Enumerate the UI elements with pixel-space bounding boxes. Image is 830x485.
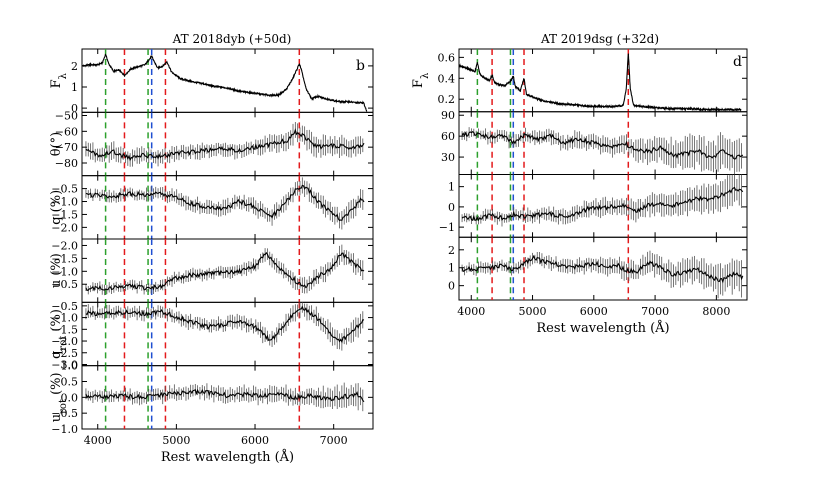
x-tick-label: 6000 — [580, 305, 608, 318]
panel-data — [85, 302, 365, 366]
y-axis-label-q: q (%) — [49, 190, 64, 225]
x-tick-label: 4000 — [84, 434, 112, 447]
chart-right: AT 2019dsg (+32d) 0.20.40.6Fλ306090−1010… — [411, 32, 748, 336]
y-tick-label: −1.0 — [51, 196, 78, 209]
y-axis-label-u: u (%) — [49, 253, 64, 288]
y-tick-label: −1.0 — [51, 265, 78, 278]
y-tick-label: 2 — [71, 60, 78, 73]
y-tick-label: 0.5 — [61, 376, 79, 389]
x-tick-label: 5000 — [519, 305, 547, 318]
y-tick-label: −0.5 — [51, 278, 78, 291]
error-bars — [461, 250, 742, 299]
y-tick-label: −2.0 — [51, 239, 78, 252]
panel-frame — [458, 236, 748, 301]
error-bars — [461, 127, 742, 175]
x-axis-label: Rest wavelength (Å) — [161, 449, 294, 465]
panel-frame — [81, 48, 374, 113]
y-tick-label: 0.0 — [61, 391, 79, 404]
y-axis-label-flux: Fλ — [49, 72, 69, 88]
y-tick-label: 1 — [448, 181, 455, 194]
right-panel-u: 0 1 2 4000 5000 6000 7000 8000 — [448, 236, 748, 318]
x-tick-label: 6000 — [241, 434, 269, 447]
y-axis-label-theta: θ(°) — [49, 132, 64, 156]
y-axis-label-flux: Fλ — [411, 72, 431, 88]
panel-data — [85, 239, 365, 303]
y-tick-label: 2 — [448, 244, 455, 257]
y-tick-label: 0 — [71, 102, 78, 115]
polarisation-curve — [85, 305, 365, 344]
error-bars — [85, 244, 364, 296]
y-tick-label: −1.0 — [51, 312, 78, 325]
y-tick-label: 0 — [448, 280, 455, 293]
y-tick-label: −3.0 — [51, 358, 78, 371]
panel-data — [459, 49, 742, 112]
y-tick-label: 30 — [441, 151, 455, 164]
y-tick-label: −2.0 — [51, 335, 78, 348]
flux-spectrum — [459, 53, 742, 112]
polarisation-curve — [85, 388, 365, 403]
polarisation-curve — [461, 254, 744, 284]
y-tick-label: −1.5 — [51, 252, 78, 265]
panel-frame — [458, 48, 748, 113]
y-tick-label: −0.5 — [51, 407, 78, 420]
y-tick-label: −0.5 — [51, 183, 78, 196]
left-panel-u: −0.5−1.0−1.5−2.0u (%) — [49, 238, 374, 303]
y-tick-label: −1 — [439, 221, 455, 234]
y-tick-label: −1.5 — [51, 323, 78, 336]
chart-left-title: AT 2018dyb (+50d) — [172, 32, 292, 46]
right-panel-theta: 30 60 90 — [441, 109, 748, 175]
panel-data — [85, 365, 365, 429]
left-panel-theta: −80 −70 −60 −50 θ(°) — [49, 110, 374, 177]
polarisation-curve — [85, 127, 365, 162]
polarisation-curve — [461, 131, 744, 160]
y-tick-label: −60 — [55, 125, 78, 138]
panel-data — [82, 49, 368, 113]
y-tick-label: −70 — [55, 141, 78, 154]
y-tick-label: 0.2 — [438, 93, 456, 106]
right-panel-q: −1 0 1 — [439, 174, 748, 238]
y-tick-label: −50 — [55, 110, 78, 123]
panel-frame — [81, 111, 374, 177]
error-bars — [85, 122, 364, 167]
x-axis-label: Rest wavelength (Å) — [536, 320, 669, 336]
y-tick-label: 90 — [441, 109, 455, 122]
y-tick-label: −80 — [55, 157, 78, 170]
panel-data — [85, 112, 365, 176]
left-panel-flux: 0 1 2Fλ — [49, 48, 374, 115]
x-tick-label: 7000 — [641, 305, 669, 318]
polarisation-curve — [85, 251, 365, 292]
y-tick-label: 1 — [71, 81, 78, 94]
y-tick-label: 0.4 — [438, 72, 456, 85]
x-tick-label: 5000 — [162, 434, 190, 447]
y-tick-label: 1.0 — [61, 360, 79, 373]
panel-data — [461, 174, 744, 238]
chart-right-title: AT 2019dsg (+32d) — [540, 32, 659, 46]
chart-left: AT 2018dyb (+50d) 012Fλ−80−70−60−50θ(°)−… — [49, 32, 374, 465]
x-tick-label: 4000 — [457, 305, 485, 318]
y-tick-label: −1.0 — [51, 423, 78, 436]
panel-data — [461, 237, 744, 300]
y-tick-label: −2.5 — [51, 347, 78, 360]
flux-spectrum — [82, 53, 368, 112]
y-tick-label: 60 — [441, 130, 455, 143]
y-tick-label: −1.5 — [51, 208, 78, 221]
right-panel-flux: 0.2 0.4 0.6 Fλ — [411, 48, 748, 113]
y-tick-label: −0.5 — [51, 300, 78, 313]
y-tick-label: −2.0 — [51, 221, 78, 234]
left-panel-q: −2.0−1.5−1.0−0.5q (%) — [49, 175, 374, 240]
y-tick-label: 1 — [448, 262, 455, 275]
polarisation-curve — [85, 184, 365, 222]
panel-letter-d: d — [733, 54, 742, 70]
x-tick-label: 7000 — [320, 434, 348, 447]
y-tick-label: 0.6 — [438, 51, 456, 64]
panel-data — [85, 175, 365, 239]
polarisation-curve — [461, 186, 744, 222]
x-tick-label: 8000 — [702, 305, 730, 318]
panel-letter-b: b — [356, 58, 365, 74]
y-tick-label: 0 — [448, 201, 455, 214]
panel-data — [461, 111, 744, 175]
